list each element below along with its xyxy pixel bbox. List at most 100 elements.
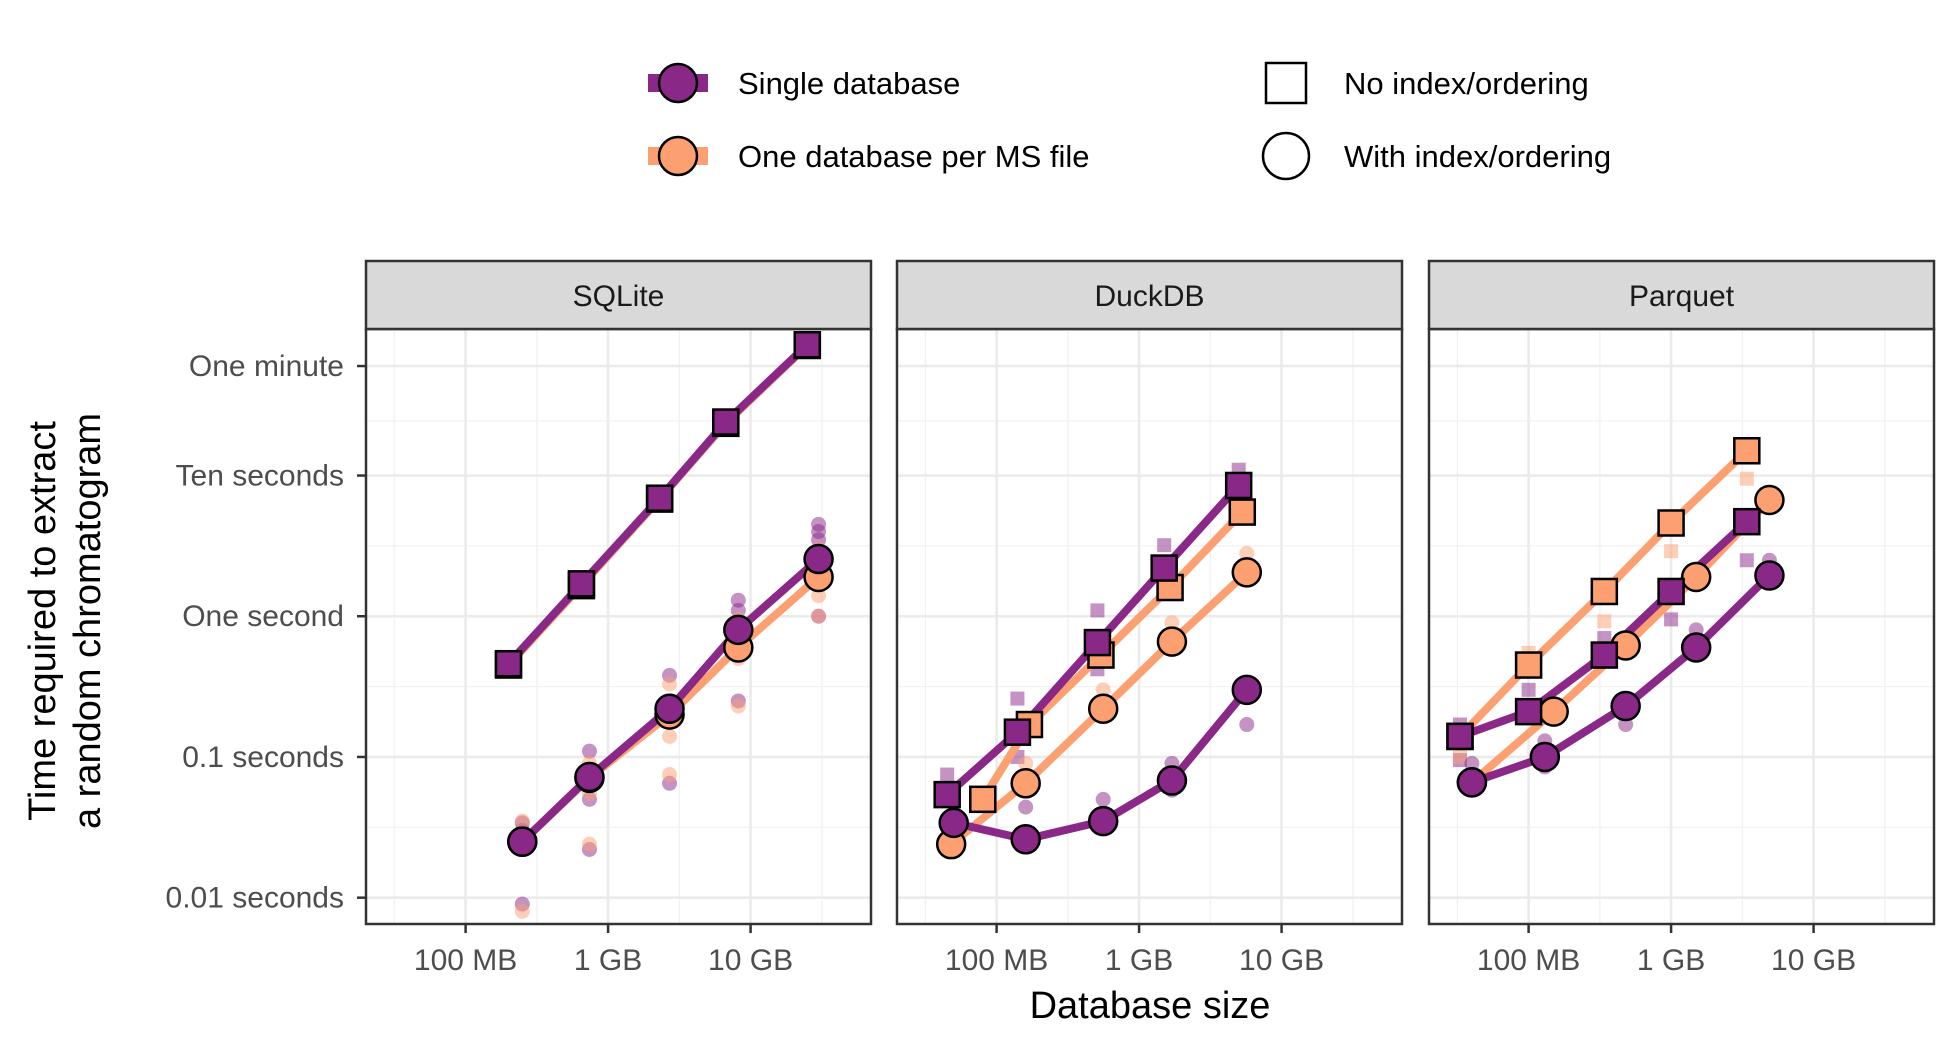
strip-background bbox=[1427, 259, 1936, 331]
data-point-single-indexed bbox=[1610, 690, 1641, 722]
data-point-single-indexed bbox=[1680, 632, 1712, 663]
panel-background bbox=[1429, 329, 1934, 924]
panel-sqlite: SQLite 100 MB 1 GB 10 GB bbox=[364, 259, 873, 977]
data-point-single-noindex bbox=[1150, 554, 1178, 582]
data-point-perfile-indexed bbox=[1538, 696, 1569, 727]
y-tick-label: One second bbox=[182, 600, 344, 633]
data-point-perfile-indexed bbox=[1680, 561, 1712, 593]
y-tick-label: One minute bbox=[189, 350, 344, 383]
data-point-single-noindex bbox=[793, 331, 822, 359]
replicate-point bbox=[662, 728, 678, 744]
replicate-point bbox=[662, 676, 678, 692]
data-point-single-noindex bbox=[494, 649, 523, 678]
legend-item-noindex: No index/ordering bbox=[1264, 61, 1589, 105]
data-point-single-indexed bbox=[938, 807, 969, 839]
replicate-point bbox=[1739, 471, 1754, 486]
x-tick-label: 100 MB bbox=[414, 944, 517, 977]
data-point-perfile-noindex bbox=[1657, 509, 1685, 537]
x-tick-label: 100 MB bbox=[1477, 944, 1580, 977]
legend-label-noindex: No index/ordering bbox=[1344, 66, 1589, 101]
replicate-point bbox=[1095, 791, 1111, 807]
legend-label-single: Single database bbox=[738, 66, 960, 101]
legend-label-indexed: With index/ordering bbox=[1344, 139, 1611, 174]
replicate-point bbox=[1018, 755, 1034, 771]
replicate-point bbox=[1239, 717, 1255, 733]
facet-panels: SQLite 100 MB 1 GB 10 GB DuckDB 100 MB 1 GB 10 … bbox=[364, 259, 1936, 977]
strip-label-parquet: Parquet bbox=[1629, 280, 1735, 313]
replicate-point bbox=[1164, 615, 1180, 631]
replicate-point bbox=[1452, 749, 1467, 764]
data-point-single-indexed bbox=[574, 761, 605, 793]
data-point-perfile-indexed bbox=[1156, 626, 1188, 657]
replicate-point bbox=[1239, 545, 1255, 561]
x-axis-title: Database size bbox=[1030, 985, 1271, 1027]
data-point-single-indexed bbox=[1456, 767, 1488, 798]
replicate-point bbox=[581, 836, 597, 852]
panel-parquet: Parquet 100 MB 1 GB 10 GB bbox=[1427, 259, 1936, 977]
x-tick-label: 1 GB bbox=[1637, 944, 1705, 977]
data-point-single-noindex bbox=[1590, 641, 1619, 669]
replicate-point bbox=[662, 767, 678, 783]
data-point-perfile-indexed bbox=[1087, 693, 1119, 725]
legend-item-perfile: One database per MS file bbox=[648, 135, 1090, 177]
panel-duckdb: DuckDB 100 MB 1 GB 10 GB bbox=[895, 259, 1404, 977]
replicate-point bbox=[1597, 614, 1612, 629]
data-point-single-noindex bbox=[1514, 697, 1543, 726]
data-point-single-indexed bbox=[1156, 765, 1188, 796]
replicate-point bbox=[1018, 799, 1034, 815]
legend-item-single: Single database bbox=[648, 62, 960, 104]
replicate-point bbox=[1521, 682, 1536, 697]
data-point-perfile-noindex bbox=[1733, 437, 1761, 465]
y-tick-label: Ten seconds bbox=[176, 460, 344, 493]
strip-background bbox=[364, 259, 873, 331]
data-point-single-indexed bbox=[803, 543, 834, 575]
axis-titles: Database size Time required to extract a… bbox=[22, 413, 1270, 1027]
replicate-point bbox=[811, 588, 827, 604]
data-point-single-noindex bbox=[712, 408, 740, 436]
y-axis-title-line-2: a random chromatogram bbox=[67, 413, 109, 829]
data-point-single-noindex bbox=[567, 570, 596, 598]
data-point-single-noindex bbox=[1224, 471, 1253, 500]
x-tick-label: 10 GB bbox=[708, 944, 793, 977]
strip-label-duckdb: DuckDB bbox=[1094, 280, 1204, 313]
data-point-single-indexed bbox=[723, 614, 754, 646]
legend-item-indexed: With index/ordering bbox=[1261, 131, 1611, 181]
data-point-perfile-noindex bbox=[1514, 651, 1543, 679]
data-point-single-indexed bbox=[507, 826, 538, 857]
replicate-point bbox=[1095, 682, 1111, 698]
data-point-single-indexed bbox=[1754, 560, 1785, 591]
legend-key-circle bbox=[657, 135, 699, 177]
data-point-single-noindex bbox=[933, 780, 961, 809]
data-point-single-indexed bbox=[1010, 824, 1041, 855]
x-tick-label: 100 MB bbox=[945, 944, 1048, 977]
data-point-single-noindex bbox=[1003, 718, 1032, 746]
replicate-point bbox=[581, 743, 597, 759]
y-axis-title-line-1: Time required to extract bbox=[22, 421, 64, 821]
data-point-single-noindex bbox=[1446, 722, 1474, 751]
x-tick-label: 10 GB bbox=[1771, 944, 1856, 977]
data-point-single-noindex bbox=[1083, 628, 1112, 657]
strip-background bbox=[895, 259, 1404, 331]
replicate-point bbox=[1157, 538, 1172, 553]
x-tick-label: 10 GB bbox=[1239, 944, 1324, 977]
data-point-single-indexed bbox=[654, 693, 685, 725]
data-point-single-noindex bbox=[1657, 577, 1685, 606]
data-point-single-indexed bbox=[1231, 674, 1263, 706]
replicate-point bbox=[1090, 603, 1105, 618]
y-tick-label: 0.01 seconds bbox=[166, 882, 344, 915]
replicate-point bbox=[1739, 553, 1754, 568]
panel-background bbox=[366, 329, 871, 924]
data-point-perfile-indexed bbox=[1231, 557, 1263, 588]
replicate-point bbox=[1464, 755, 1480, 771]
replicate-point bbox=[940, 767, 955, 782]
panel-background bbox=[897, 329, 1402, 924]
replicate-point bbox=[1010, 691, 1025, 706]
data-point-perfile-noindex bbox=[1228, 498, 1257, 526]
legend-label-perfile: One database per MS file bbox=[738, 139, 1090, 174]
x-tick-label: 1 GB bbox=[574, 944, 642, 977]
replicate-point bbox=[514, 813, 530, 829]
replicate-point bbox=[1664, 544, 1679, 559]
y-axis: 0.01 seconds 0.1 seconds One second Ten sec… bbox=[166, 350, 366, 915]
data-point-perfile-noindex bbox=[969, 785, 997, 814]
replicate-point bbox=[811, 608, 827, 624]
